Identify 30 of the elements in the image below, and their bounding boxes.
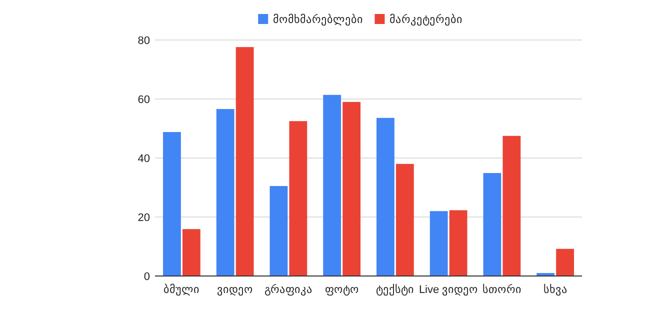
bar xyxy=(270,186,288,276)
x-tick-label: ფოტო xyxy=(324,284,359,296)
bar xyxy=(163,132,181,276)
x-tick-label: Live ვიდეო xyxy=(418,284,478,296)
x-tick-label: სხვა xyxy=(543,283,568,296)
y-tick-label: 0 xyxy=(144,270,150,283)
x-tick-label: გრაფიკა xyxy=(264,283,312,296)
bar xyxy=(556,248,574,276)
bar xyxy=(236,47,254,276)
x-tick-label: ვიდეო xyxy=(217,284,254,296)
bar xyxy=(396,164,414,276)
x-tick-label: სთორი xyxy=(482,283,522,296)
bar xyxy=(483,173,502,276)
y-tick-label: 40 xyxy=(138,152,150,165)
bar xyxy=(182,229,200,276)
bar xyxy=(449,210,468,276)
legend-label: მომხმარებლები xyxy=(273,12,364,26)
x-tick-label: ბმული xyxy=(164,283,200,296)
bar xyxy=(502,136,521,276)
bar xyxy=(376,118,394,276)
bar xyxy=(342,102,360,276)
bar xyxy=(323,94,342,276)
y-tick-label: 20 xyxy=(138,212,150,224)
bar xyxy=(430,211,448,276)
bar xyxy=(289,121,308,276)
y-tick-label: 60 xyxy=(138,94,150,106)
x-tick-label: ტექსტი xyxy=(376,283,414,296)
legend-label: მარკეტერები xyxy=(390,12,463,26)
bar xyxy=(216,109,234,276)
y-tick-label: 80 xyxy=(138,34,150,47)
